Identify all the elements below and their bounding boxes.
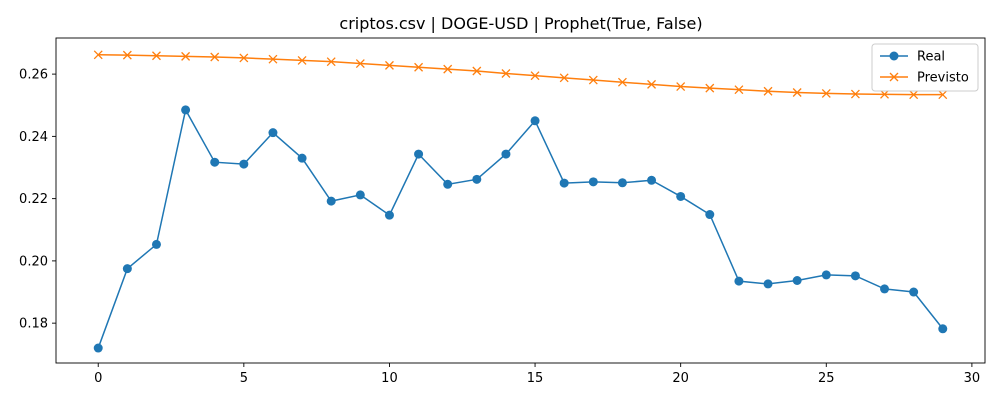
legend-marker-real: [889, 51, 899, 61]
data-point-previsto: [676, 82, 686, 92]
x-tick-label: 5: [240, 371, 248, 386]
data-point-real: [326, 196, 336, 206]
x-tick-label: 15: [527, 371, 544, 386]
data-point-previsto: [880, 89, 889, 99]
data-point-previsto: [414, 62, 424, 72]
data-point-real: [239, 159, 249, 169]
data-point-real: [763, 279, 773, 289]
data-point-previsto: [705, 83, 715, 93]
y-tick-label: 0.26: [19, 68, 48, 83]
data-point-previsto: [297, 55, 307, 65]
data-point-previsto: [938, 90, 948, 100]
data-point-real: [850, 271, 860, 281]
data-point-previsto: [152, 51, 161, 61]
data-point-real: [297, 153, 307, 163]
data-point-previsto: [850, 89, 860, 99]
data-point-previsto: [501, 69, 511, 78]
data-point-real: [676, 191, 686, 201]
data-point-real: [880, 284, 890, 294]
legend-label-real: Real: [917, 50, 945, 65]
data-point-previsto: [909, 90, 919, 100]
plot-frame: [55, 37, 986, 364]
data-point-real: [414, 149, 424, 159]
legend: Real Previsto: [871, 43, 979, 92]
data-point-real: [384, 210, 394, 220]
data-point-previsto: [122, 50, 132, 60]
data-point-previsto: [326, 57, 336, 67]
data-point-previsto: [93, 50, 103, 60]
data-point-real: [122, 264, 132, 274]
data-point-previsto: [763, 86, 773, 96]
data-point-previsto: [355, 59, 365, 68]
data-point-previsto: [384, 60, 394, 70]
data-point-real: [151, 239, 161, 249]
series-line-previsto: [98, 54, 943, 96]
series-line-real: [97, 107, 944, 349]
axes: 0 5 10 15 20 25 30 0.18 0.20 0.22 0.24 0.26: [19, 37, 986, 386]
data-point-real: [705, 210, 715, 220]
data-point-real: [617, 178, 627, 188]
data-point-real: [93, 343, 103, 353]
data-point-previsto: [472, 66, 482, 76]
data-point-real: [909, 287, 919, 297]
plot-area: [93, 50, 948, 353]
data-point-real: [501, 149, 511, 159]
data-point-real: [210, 157, 220, 167]
data-point-real: [938, 324, 948, 334]
data-point-previsto: [181, 51, 191, 61]
y-tick-label: 0.24: [19, 130, 48, 145]
data-point-previsto: [530, 71, 540, 81]
data-point-real: [181, 105, 191, 115]
data-point-previsto: [647, 79, 657, 89]
x-tick-label: 25: [818, 371, 835, 386]
data-point-previsto: [268, 54, 278, 64]
data-point-real: [792, 276, 802, 286]
data-point-previsto: [559, 73, 569, 83]
data-point-previsto: [617, 77, 627, 87]
data-point-real: [734, 276, 744, 286]
chart-title: criptos.csv | DOGE-USD | Prophet(True, F…: [339, 14, 702, 33]
data-point-real: [355, 190, 365, 200]
data-point-real: [268, 128, 278, 138]
x-tick-label: 0: [94, 371, 102, 386]
data-point-previsto: [792, 88, 802, 97]
y-tick-label: 0.22: [19, 192, 48, 207]
data-point-real: [647, 175, 657, 185]
data-point-previsto: [210, 52, 220, 62]
y-tick-label: 0.20: [19, 254, 48, 269]
data-point-previsto: [734, 85, 744, 95]
data-point-previsto: [821, 88, 831, 98]
data-point-previsto: [239, 53, 249, 63]
legend-marker-previsto: [889, 72, 899, 82]
data-point-real: [530, 116, 540, 126]
data-point-previsto: [588, 75, 598, 85]
y-tick-label: 0.18: [19, 317, 48, 332]
data-point-real: [559, 178, 569, 188]
x-tick-label: 30: [964, 371, 981, 386]
data-point-previsto: [443, 64, 453, 74]
legend-label-previsto: Previsto: [917, 71, 969, 86]
legend-entry-previsto: Previsto: [880, 71, 969, 86]
data-point-real: [588, 177, 598, 187]
data-point-real: [472, 174, 482, 184]
legend-entry-real: Real: [880, 50, 945, 65]
x-tick-label: 10: [381, 371, 398, 386]
data-point-real: [443, 179, 453, 189]
data-point-real: [821, 270, 831, 280]
x-tick-label: 20: [672, 371, 689, 386]
